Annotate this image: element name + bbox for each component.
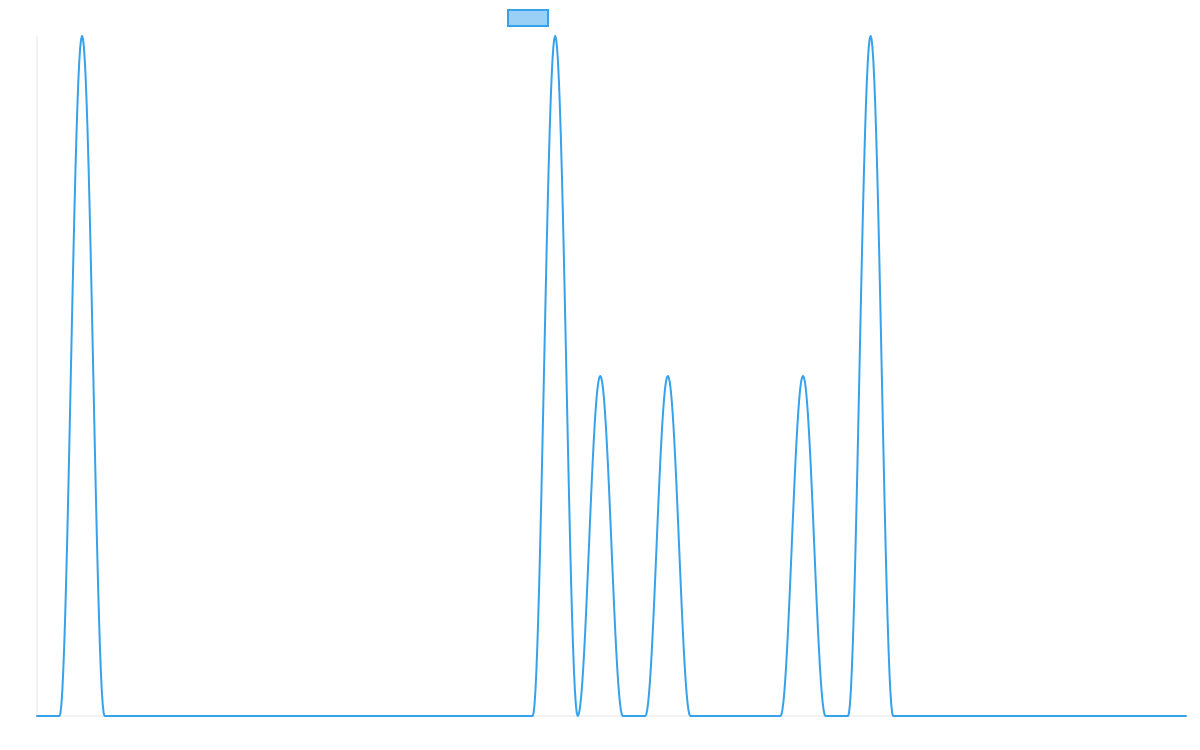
data-point[interactable] [192,713,198,719]
data-point[interactable] [1138,713,1144,719]
data-point[interactable] [665,373,671,379]
data-point[interactable] [1183,713,1189,719]
data-point[interactable] [823,713,829,719]
data-point[interactable] [282,713,288,719]
data-point[interactable] [304,713,310,719]
data-point[interactable] [147,713,153,719]
data-point[interactable] [935,713,941,719]
data-point[interactable] [169,713,175,719]
data-point[interactable] [620,713,626,719]
data-point[interactable] [102,713,108,719]
data-point[interactable] [214,713,220,719]
series-layer [34,33,1189,719]
data-point[interactable] [485,713,491,719]
data-point[interactable] [890,713,896,719]
data-point[interactable] [980,713,986,719]
data-point[interactable] [124,713,130,719]
data-point[interactable] [755,713,761,719]
axes [36,36,1186,717]
data-point[interactable] [507,713,513,719]
data-point[interactable] [845,713,851,719]
data-point[interactable] [372,713,378,719]
data-point[interactable] [552,33,558,39]
data-point[interactable] [1070,713,1076,719]
data-point[interactable] [1048,713,1054,719]
data-point[interactable] [800,373,806,379]
data-point[interactable] [913,713,919,719]
data-point[interactable] [1093,713,1099,719]
data-point[interactable] [440,713,446,719]
data-point[interactable] [349,713,355,719]
data-point[interactable] [417,713,423,719]
data-point[interactable] [394,713,400,719]
data-point[interactable] [237,713,243,719]
data-point[interactable] [79,33,85,39]
data-point[interactable] [57,713,63,719]
data-point[interactable] [777,713,783,719]
data-point[interactable] [597,373,603,379]
data-point[interactable] [575,713,581,719]
data-point[interactable] [642,713,648,719]
data-point[interactable] [1025,713,1031,719]
data-point[interactable] [530,713,536,719]
data-point[interactable] [1160,713,1166,719]
data-point[interactable] [958,713,964,719]
data-point[interactable] [259,713,265,719]
data-point[interactable] [732,713,738,719]
data-point[interactable] [1115,713,1121,719]
legend-swatch[interactable] [507,9,549,27]
data-point[interactable] [868,33,874,39]
data-point[interactable] [462,713,468,719]
legend[interactable] [507,9,549,27]
series-line-0 [36,35,1187,717]
data-point[interactable] [687,713,693,719]
data-point[interactable] [327,713,333,719]
data-point[interactable] [710,713,716,719]
data-point[interactable] [34,713,40,719]
data-point[interactable] [1003,713,1009,719]
